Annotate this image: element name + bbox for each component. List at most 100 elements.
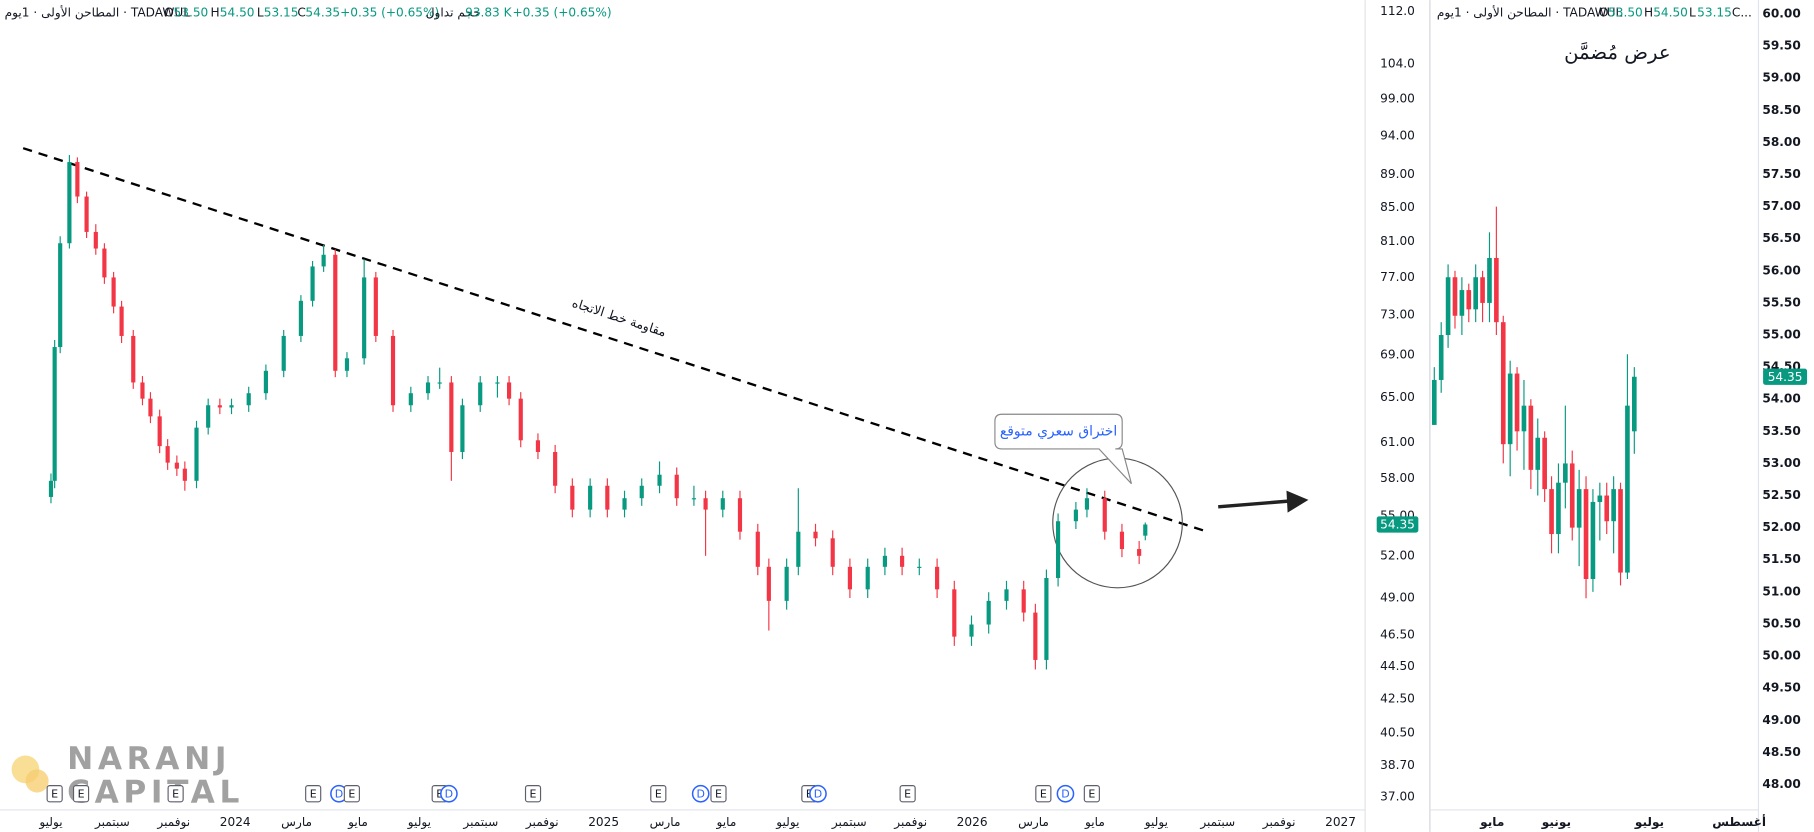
y-tick-label: 99.00 (1380, 92, 1415, 106)
x-tick-label: نوفمبر (893, 815, 927, 830)
ohlc-label: H (1644, 5, 1653, 19)
candle-body (52, 347, 57, 481)
symbol-label: المطاحن الأولى · 1يوم · TADAWUL (5, 4, 191, 20)
event-label: E (715, 787, 722, 800)
candle-body (766, 566, 771, 601)
candle-body (674, 474, 679, 499)
candle-body (1102, 498, 1107, 532)
y-tick-label: 56.50 (1762, 231, 1800, 245)
volume-value: 93.83 K (465, 5, 513, 19)
y-tick-label: 44.50 (1380, 659, 1415, 673)
candle-body (796, 531, 801, 567)
candle-body (1563, 463, 1568, 483)
candle-body (570, 485, 575, 510)
candle-body (1494, 257, 1499, 323)
x-tick-label: يوليو (1144, 815, 1168, 830)
y-tick-label: 56.00 (1762, 263, 1800, 277)
event-marker (809, 784, 827, 803)
price-tag-label: 54.35 (1768, 370, 1803, 384)
y-tick-label: 55.50 (1762, 295, 1800, 309)
event-label: E (1040, 787, 1047, 800)
candle-body (1521, 405, 1527, 432)
candle-body (1507, 373, 1513, 445)
candle-body (131, 335, 136, 383)
candle-body (986, 600, 991, 625)
candle-body (1466, 290, 1472, 310)
event-marker (899, 785, 916, 803)
candle-body (813, 531, 818, 539)
event-marker (1035, 785, 1052, 803)
event-label: D (335, 787, 343, 800)
candle-body (1625, 405, 1630, 573)
y-tick-label: 60.00 (1762, 6, 1800, 20)
change-value: +0.35 (+0.65%) (340, 5, 439, 19)
event-label: D (445, 787, 453, 800)
y-tick-label: 104.0 (1380, 57, 1415, 71)
candle-body (720, 498, 725, 510)
y-tick-label: 48.00 (1762, 777, 1800, 791)
ohlc-value: 54.50 (1653, 5, 1688, 19)
ohlc-label: C... (1732, 5, 1752, 19)
candle-body (622, 498, 627, 510)
event-marker (305, 785, 322, 803)
candle-body (847, 566, 852, 590)
ohlc-value: 54.35 (305, 5, 340, 19)
candle-body (1611, 489, 1616, 522)
candle-body (1044, 577, 1049, 660)
y-tick-label: 58.00 (1762, 135, 1800, 149)
ohlc-value: 53.50 (1608, 5, 1643, 19)
candle-body (84, 196, 89, 232)
y-tick-label: 52.00 (1380, 548, 1415, 562)
candle-body (263, 370, 268, 394)
event-label: E (655, 787, 662, 800)
y-tick-label: 89.00 (1380, 167, 1415, 181)
volume-label: حجم تداول (426, 5, 481, 20)
candle-body (1055, 521, 1061, 578)
candle-body (111, 277, 116, 307)
candle-body (58, 243, 63, 348)
y-tick-label: 57.50 (1762, 167, 1800, 181)
y-tick-label: 40.50 (1380, 726, 1415, 740)
candle-body (344, 358, 350, 371)
candle-body (217, 405, 222, 408)
y-tick-label: 54.00 (1762, 392, 1800, 406)
candle-body (1514, 373, 1520, 432)
candle-body (1569, 463, 1575, 528)
candle-body (703, 498, 708, 510)
y-tick-label: 52.50 (1762, 488, 1800, 502)
x-tick-label: يوليو (775, 815, 799, 830)
candle-body (882, 555, 887, 567)
ohlc-label: O (1599, 5, 1609, 19)
arrow-head (1286, 490, 1309, 513)
y-tick-label: 81.00 (1380, 234, 1415, 248)
candle-body (535, 440, 541, 452)
ohlc-label: L (257, 5, 264, 19)
y-tick-label: 42.50 (1380, 691, 1415, 705)
ohlc-value: 53.50 (174, 5, 209, 19)
event-marker (72, 785, 90, 803)
candle-body (408, 393, 413, 406)
panel-title: عرض مُضمَّن (1564, 41, 1671, 64)
candle-body (425, 382, 431, 394)
event-marker (1083, 785, 1100, 803)
candle-body (737, 498, 743, 532)
x-tick-label: 2027 (1325, 815, 1356, 829)
candle-body (333, 254, 338, 371)
candle-body (1528, 405, 1534, 470)
y-tick-label: 51.00 (1762, 584, 1800, 598)
candle-body (1604, 495, 1610, 522)
y-tick-label: 85.00 (1380, 200, 1415, 214)
x-tick-label: مايو (347, 815, 368, 830)
candle-body (865, 566, 870, 590)
event-label: E (78, 787, 85, 800)
candle-body (1143, 524, 1148, 536)
candle-body (830, 538, 835, 567)
event-label: E (172, 787, 179, 800)
y-tick-label: 53.50 (1762, 424, 1800, 438)
event-marker (710, 785, 727, 803)
watermark-text: CAPITAL (67, 775, 244, 811)
candle-body (449, 382, 454, 452)
x-tick-label: يونيو (1541, 815, 1571, 830)
